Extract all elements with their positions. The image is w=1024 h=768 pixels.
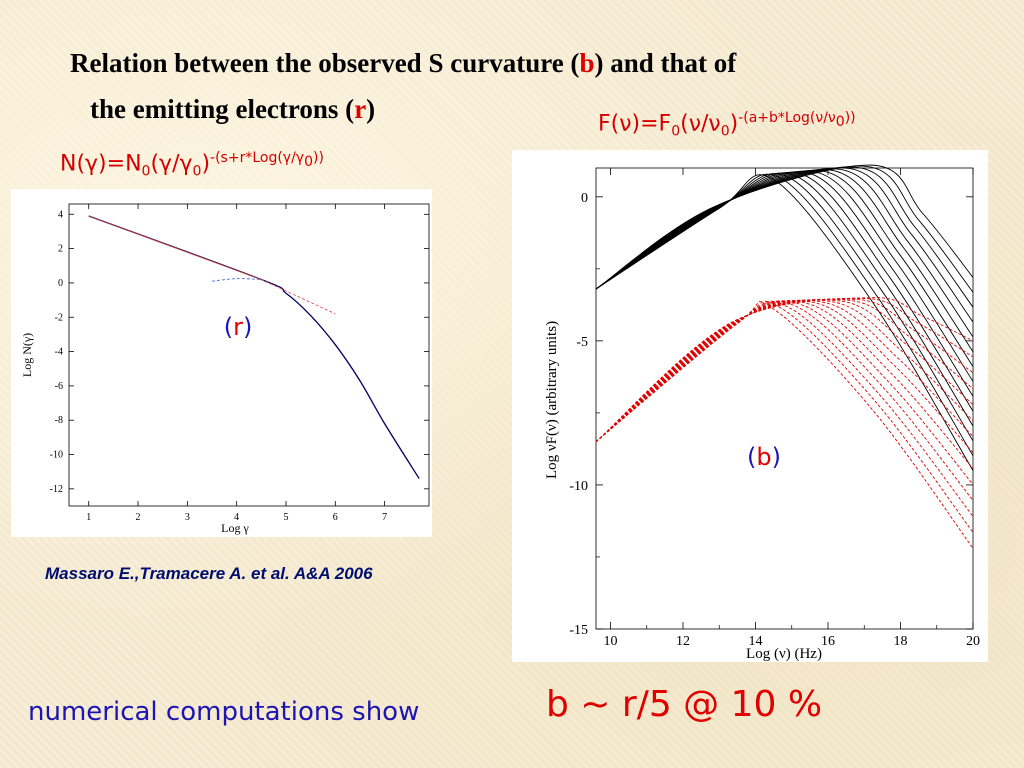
y-tick-label: -6 — [55, 381, 63, 392]
sed-curve-1-13 — [595, 297, 974, 443]
x-tick-label: 12 — [676, 634, 690, 649]
sed-curve-0-10 — [595, 167, 974, 323]
conclusion-relation: b ~ r/5 @ 10 % — [546, 684, 823, 725]
sed-curve-0-7 — [595, 169, 974, 367]
sed-curve-1-8 — [595, 299, 974, 443]
x-axis-label: Log (ν) (Hz) — [746, 646, 822, 662]
sed-curve-1-2 — [595, 300, 974, 517]
y-axis-label: Log N(γ) — [20, 333, 34, 377]
formula-logparabola-electrons: N(γ)=N0(γ/γ0)-(s+r*Log(γ/γ0)) — [60, 150, 324, 180]
y-tick-label: -12 — [50, 484, 63, 495]
sed-curve-1-3 — [595, 300, 974, 501]
y-tick-label: -10 — [50, 450, 63, 461]
y-tick-label: -4 — [55, 347, 63, 358]
title-line1: Relation between the observed S curvatur… — [70, 48, 737, 78]
chart-electron-distribution: 1 2 3 4 5 6 7 4 2 0 -2 -4 -6 -8 -10 -12 Log γ Log N(γ) … — [11, 189, 432, 537]
panel-label-b: (b) — [747, 443, 781, 471]
series-line-1 — [88, 215, 262, 280]
sed-curve-1-1 — [595, 300, 974, 533]
x-tick-label: 1 — [86, 512, 91, 523]
x-tick-label: 2 — [136, 512, 141, 523]
sed-svg: 10 12 14 16 18 20 0 -5 -10 -15 Log (ν) (Hz) Log ν… — [544, 164, 980, 662]
y-axis-label: Log νF(ν) (arbitrary units) — [544, 321, 560, 479]
sed-curve-1-5 — [595, 300, 974, 469]
x-tick-label: 10 — [604, 634, 618, 649]
series-line-2 — [261, 279, 336, 315]
y-tick-label: 4 — [58, 209, 63, 220]
title-line2: the emitting electrons (r) — [90, 94, 376, 124]
x-tick-label: 20 — [966, 634, 980, 649]
slide-title: Relation between the observed S curvatur… — [70, 40, 970, 132]
y-tick-label: -8 — [55, 415, 63, 426]
sed-curve-1-10 — [595, 298, 974, 443]
sed-curve-1-7 — [595, 299, 974, 443]
series-line-0 — [88, 215, 420, 479]
sed-curve-0-2 — [595, 173, 974, 442]
sed-curve-1-12 — [595, 298, 974, 443]
sed-curve-1-11 — [595, 298, 974, 443]
sed-curve-1-0 — [595, 301, 974, 549]
x-axis-label: Log γ — [221, 521, 249, 535]
x-tick-label: 16 — [821, 634, 835, 649]
y-tick-label: 0 — [58, 278, 63, 289]
sed-curve-1-9 — [595, 299, 974, 443]
title-b-symbol: b — [579, 48, 595, 78]
formula-logparabola-flux: F(ν)=F0(ν/ν0)-(a+b*Log(ν/ν0)) — [598, 110, 856, 140]
sed-curve-0-9 — [595, 168, 974, 338]
x-tick-label: 6 — [333, 512, 338, 523]
x-tick-label: 5 — [283, 512, 288, 523]
x-tick-label: 7 — [382, 512, 387, 523]
plot-frame — [68, 203, 430, 507]
sed-curve-1-4 — [595, 300, 974, 485]
y-tick-label: -5 — [576, 335, 588, 350]
panel-label-r: (r) — [224, 313, 253, 341]
sed-curve-0-1 — [595, 173, 974, 456]
x-tick-label: 4 — [234, 512, 239, 523]
sed-curve-0-8 — [595, 169, 974, 352]
x-tick-label: 18 — [894, 634, 908, 649]
x-tick-label: 14 — [749, 634, 763, 649]
sed-curve-0-13 — [595, 164, 974, 290]
y-tick-label: -15 — [569, 623, 588, 638]
y-tick-label: 0 — [581, 191, 588, 206]
y-tick-label: 2 — [58, 244, 63, 255]
plot-frame — [595, 167, 974, 630]
x-tick-label: 3 — [185, 512, 190, 523]
y-tick-label: -10 — [569, 479, 588, 494]
sed-curve-0-6 — [595, 170, 974, 382]
title-r-symbol: r — [354, 94, 367, 124]
conclusion-text: numerical computations show — [28, 697, 420, 727]
y-tick-label: -2 — [55, 312, 63, 323]
sed-curve-1-6 — [595, 299, 974, 453]
chart-sed-curvature: 10 12 14 16 18 20 0 -5 -10 -15 Log (ν) (Hz) Log ν… — [512, 150, 988, 662]
series-line-3 — [211, 278, 262, 282]
citation: Massaro E.,Tramacere A. et al. A&A 2006 — [45, 564, 373, 583]
